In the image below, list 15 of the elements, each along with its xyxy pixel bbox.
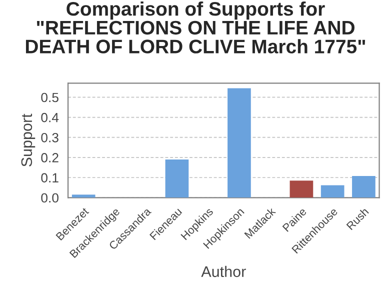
y-tick-label: 0.3: [41, 132, 58, 142]
x-axis-title: Author: [201, 266, 246, 278]
y-tick-label: 0.5: [41, 92, 58, 102]
bar: [320, 185, 344, 198]
bar: [72, 194, 96, 198]
y-tick-label: 0.1: [41, 173, 58, 182]
y-tick-label: 0.4: [41, 112, 59, 122]
bar: [290, 180, 314, 198]
bar: [165, 159, 189, 198]
y-tick-label: 0.0: [41, 193, 58, 203]
bar: [352, 176, 376, 198]
chart-title: Comparison of Supports for "REFLECTIONS ON THE LIFE AND DEATH OF LORD CLIVE March 1775": [26, 1, 366, 54]
y-tick-label: 0.2: [41, 153, 58, 162]
bar: [228, 88, 251, 198]
y-axis-title: Support: [21, 114, 36, 166]
